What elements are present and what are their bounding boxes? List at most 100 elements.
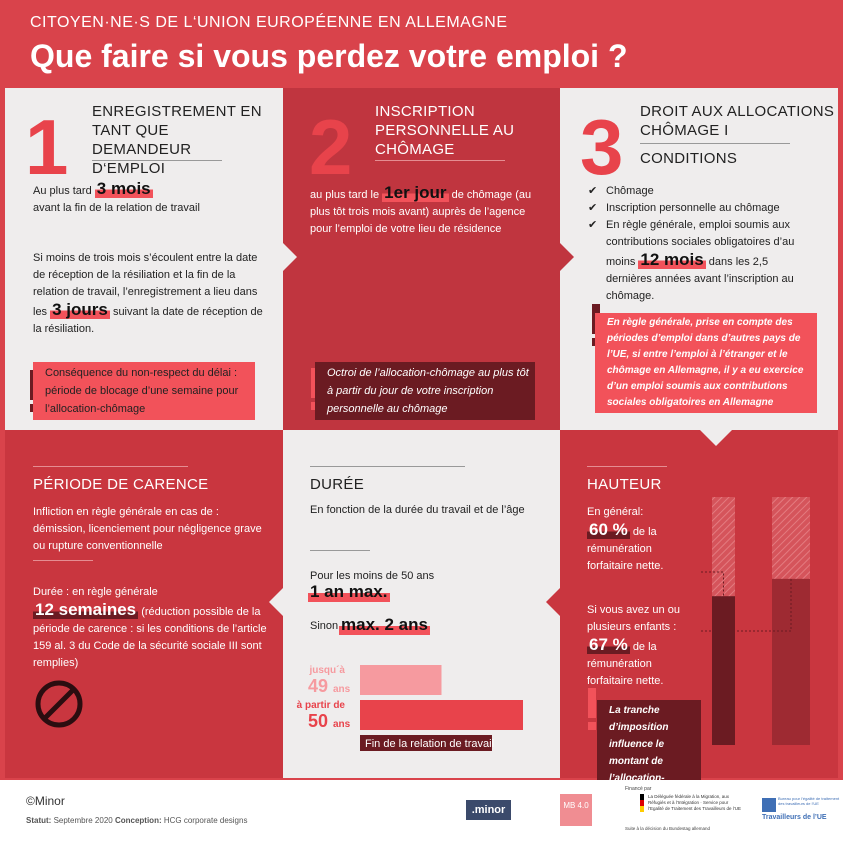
paragraph: Sinon [310, 620, 339, 632]
check-item: En règle générale, emploi soumis aux con… [588, 217, 813, 305]
logo-minor: .minor [466, 800, 511, 820]
conditions: Chômage Inscription personnelle au chôma… [588, 183, 813, 305]
paragraph: au plus tard le 1er jour de chômage (au … [310, 183, 550, 238]
text: Durée : en règle générale [33, 586, 158, 598]
bar [360, 665, 442, 695]
text: En règle générale, emploi soumis aux con… [606, 219, 795, 268]
funded: Financé par [625, 786, 652, 792]
notch [560, 243, 574, 271]
rule [33, 466, 188, 467]
rate-chart [700, 497, 810, 745]
rule [310, 466, 465, 467]
text: de chômage (au plus tôt trois mois avant… [310, 189, 532, 235]
highlight: 60 % [587, 520, 630, 539]
paragraph: Pour les moins de 50 ans [310, 570, 435, 582]
text: Septembre 2020 [53, 816, 113, 825]
logo-mb: MB 4.0 [560, 794, 592, 826]
text: avant la fin de la relation de travail [33, 202, 200, 214]
step-number: 3 [580, 103, 624, 191]
credits: Statut: Septembre 2020 Conception: HCG c… [26, 816, 247, 825]
check-item: Chômage [588, 183, 813, 200]
paragraph: Durée : en règle générale 12 semaines (r… [33, 584, 268, 672]
step-title: ENREGISTREMENT EN TANT QUE DEMANDEUR D‘E… [92, 103, 262, 177]
footer: ©Minor Statut: Septembre 2020 Conception… [0, 780, 843, 843]
hauteur: HAUTEUR En général: 60 % de la rémunérat… [560, 430, 838, 806]
text: dans les 2,5 dernières années avant l’in… [606, 256, 794, 302]
copyright: ©Minor [26, 794, 65, 808]
paragraph: Infliction en règle générale en cas de :… [33, 506, 262, 552]
group-unit: ans [333, 684, 351, 695]
step-1: 1 ENREGISTREMENT EN TANT QUE DEMANDEUR D… [5, 88, 283, 430]
logo-icon [762, 798, 776, 812]
highlight: 3 mois [94, 179, 153, 198]
highlight: max. 2 ans [339, 615, 430, 635]
text: Si moins de trois mois s’écoulent entre … [33, 252, 258, 318]
highlight: 12 mois [638, 250, 706, 269]
main-title: Que faire si vous perdez votre emploi ? [30, 38, 628, 74]
text: Au plus tard [33, 185, 92, 197]
text: (réduction possible de la période de car… [33, 606, 267, 669]
section-title: DURÉE [310, 476, 365, 493]
paragraph: Si vous avez un ou plusieurs enfants : 6… [587, 602, 687, 690]
notch [546, 588, 560, 616]
step-title: INSCRIPTION PERSONNELLE AU CHÔMAGE [375, 103, 515, 158]
bar [360, 700, 523, 730]
step-subtitle: CONDITIONS [640, 150, 738, 167]
rule [640, 143, 790, 144]
flag [640, 794, 644, 812]
paragraph: Au plus tard 3 mois avant la fin de la r… [33, 179, 268, 217]
axis-box [360, 735, 492, 751]
decision: Suite à la décision du Bundestag alleman… [625, 826, 711, 831]
text: Si vous avez un ou plusieurs enfants : [587, 604, 680, 633]
rule [310, 550, 370, 551]
group-age: 49 [308, 676, 328, 696]
rule [92, 160, 222, 161]
rule [587, 466, 667, 467]
section-title: PÉRIODE DE CARENCE [33, 476, 209, 493]
prohibited-icon [35, 680, 83, 728]
notch [700, 430, 732, 446]
warning: Conséquence du non-respect du délai : pé… [33, 362, 255, 420]
text: de la rémunération forfaitaire nette. [587, 526, 664, 572]
bureau: Travailleurs de l’UE [762, 814, 827, 821]
connector [700, 578, 792, 632]
highlight: 1 an max. [308, 582, 390, 602]
notch [269, 588, 283, 616]
highlight: 3 jours [50, 300, 110, 319]
kicker: CITOYEN·NE·S DE L‘UNION EUROPÉENNE EN AL… [30, 14, 508, 31]
highlight: 1er jour [382, 183, 449, 202]
step-number: 2 [309, 103, 353, 191]
label: Conception: [114, 816, 162, 825]
warning-icon [588, 688, 596, 730]
text: En général: [587, 506, 644, 518]
group-top: à partir de [297, 700, 346, 711]
notch [283, 243, 297, 271]
text: de la rémunération forfaitaire nette. [587, 641, 664, 687]
ministry: La Déléguée fédérale à la Migration, aux… [648, 794, 742, 811]
group-unit: ans [333, 719, 351, 730]
group-age: 50 [308, 711, 328, 731]
bar [712, 596, 735, 745]
warning: En règle générale, prise en compte des p… [595, 313, 817, 413]
group-top: jusqu´à [308, 665, 345, 676]
warning: Octroi de l’allocation-chômage au plus t… [315, 362, 535, 420]
carence: PÉRIODE DE CARENCE Infliction en règle g… [5, 430, 283, 778]
duree: DURÉE En fonction de la durée du travail… [283, 430, 560, 778]
paragraph: En fonction de la durée du travail et de… [310, 504, 525, 516]
text: au plus tard le [310, 189, 380, 201]
paragraph: En général: 60 % de la rémunération forf… [587, 504, 697, 575]
step-3: 3 DROIT AUX ALLOCATIONS CHÔMAGE I CONDIT… [560, 88, 838, 430]
step-number: 1 [25, 103, 69, 191]
highlight: 12 semaines [33, 600, 139, 619]
text: HCG corporate designs [163, 816, 248, 825]
label: Statut: [26, 816, 52, 825]
text: suivant la date de réception de la résil… [33, 306, 263, 335]
axis-label: Fin de la relation de travail [365, 738, 494, 750]
bar [772, 578, 810, 745]
step-2: 2 INSCRIPTION PERSONNELLE AU CHÔMAGE au … [283, 88, 560, 430]
check-item: Inscription personnelle au chômage [588, 200, 813, 217]
highlight: 67 % [587, 635, 630, 654]
bureau-small: Bureau pour l’égalité de traitement des … [778, 796, 840, 806]
section-title: HAUTEUR [587, 476, 662, 493]
